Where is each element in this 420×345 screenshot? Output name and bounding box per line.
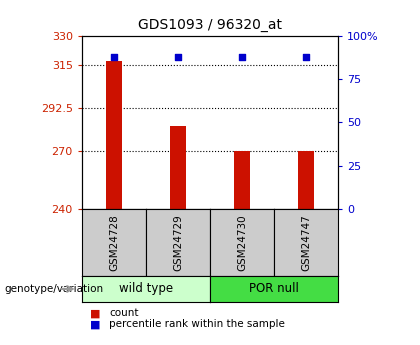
Point (110, 54, 117, 60)
Text: genotype/variation: genotype/variation (4, 284, 103, 294)
Text: percentile rank within the sample: percentile rank within the sample (109, 319, 285, 329)
Text: wild type: wild type (119, 283, 173, 295)
Bar (234, 151, 250, 209)
Text: count: count (109, 308, 139, 318)
Point (175, 54, 181, 60)
Text: POR null: POR null (249, 283, 299, 295)
Bar (106, 61, 122, 209)
Point (239, 54, 245, 60)
Text: GSM24728: GSM24728 (109, 214, 119, 271)
Bar (298, 151, 314, 209)
Text: GSM24730: GSM24730 (237, 214, 247, 271)
Point (303, 54, 310, 60)
Text: GSM24747: GSM24747 (301, 214, 311, 271)
Bar (170, 126, 186, 209)
Title: GDS1093 / 96320_at: GDS1093 / 96320_at (138, 18, 282, 32)
Text: ■: ■ (90, 319, 101, 329)
Text: ■: ■ (90, 308, 101, 318)
Text: GSM24729: GSM24729 (173, 214, 183, 271)
